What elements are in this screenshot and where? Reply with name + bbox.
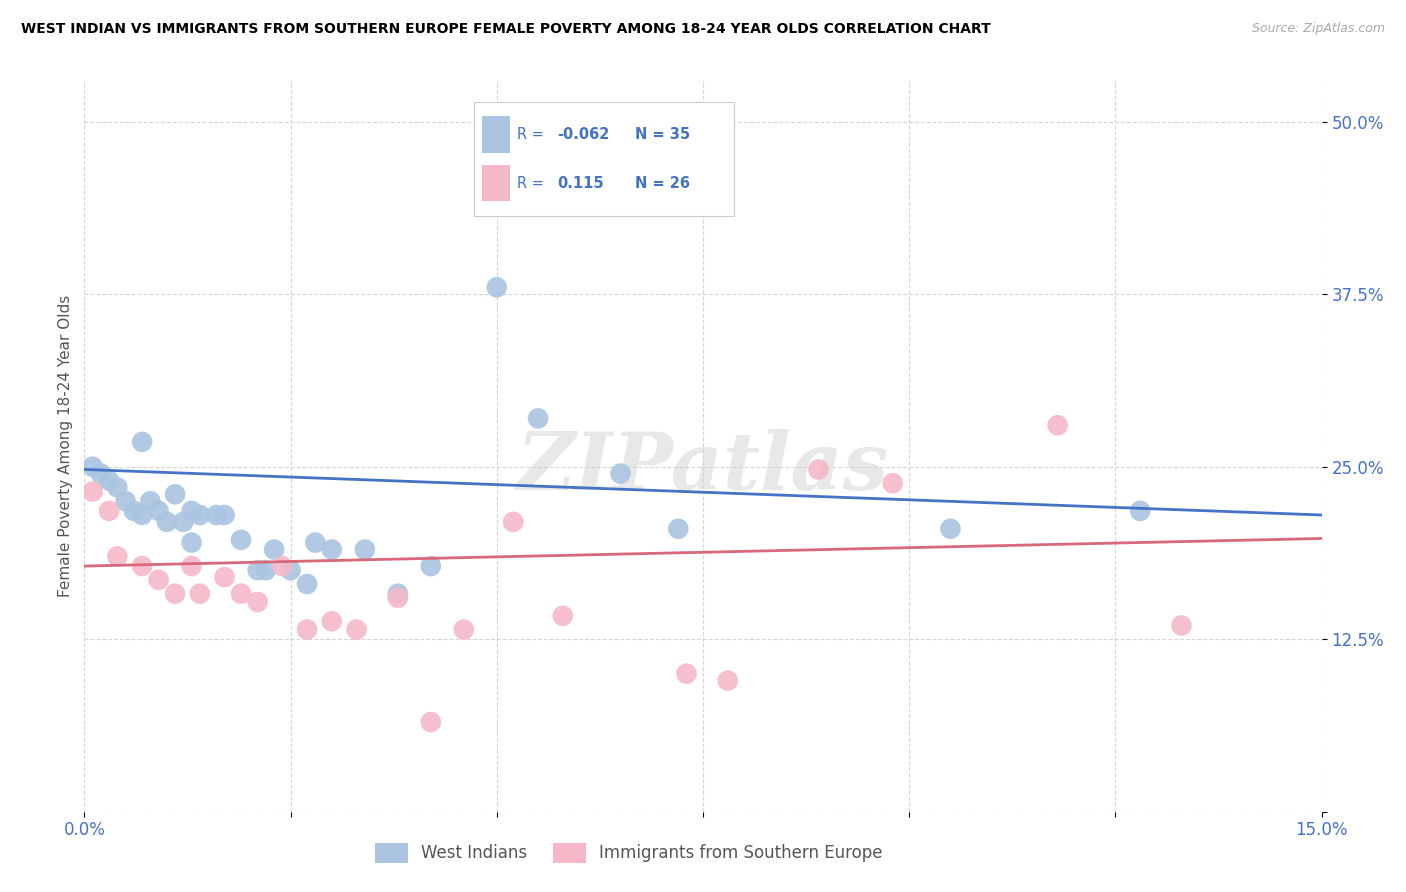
Point: [214, 508, 236, 522]
Point: [321, 542, 343, 557]
Text: WEST INDIAN VS IMMIGRANTS FROM SOUTHERN EUROPE FEMALE POVERTY AMONG 18-24 YEAR O: WEST INDIAN VS IMMIGRANTS FROM SOUTHERN …: [21, 22, 991, 37]
Y-axis label: Female Poverty Among 18-24 Year Olds: Female Poverty Among 18-24 Year Olds: [58, 295, 73, 597]
Point: [304, 535, 326, 549]
Point: [148, 573, 170, 587]
Point: [666, 522, 689, 536]
Point: [90, 467, 112, 481]
Point: [280, 563, 302, 577]
Point: [98, 504, 121, 518]
Point: [172, 515, 194, 529]
Point: [419, 559, 441, 574]
Point: [180, 535, 202, 549]
Point: [717, 673, 740, 688]
Point: [387, 587, 409, 601]
Point: [98, 474, 121, 488]
Point: [156, 515, 179, 529]
Point: [122, 504, 145, 518]
Point: [882, 476, 904, 491]
Point: [131, 434, 153, 449]
Point: [188, 508, 211, 522]
Point: [254, 563, 277, 577]
Point: [1046, 418, 1069, 433]
Point: [205, 508, 228, 522]
Point: [485, 280, 508, 294]
Point: [387, 591, 409, 605]
Point: [353, 542, 375, 557]
Point: [246, 563, 269, 577]
Point: [271, 559, 294, 574]
Point: [346, 623, 368, 637]
Point: [609, 467, 631, 481]
Point: [82, 459, 104, 474]
Point: [807, 462, 830, 476]
Point: [527, 411, 550, 425]
Point: [114, 494, 136, 508]
Point: [675, 666, 697, 681]
Point: [229, 533, 252, 547]
Point: [165, 587, 187, 601]
Legend: West Indians, Immigrants from Southern Europe: West Indians, Immigrants from Southern E…: [368, 837, 890, 869]
Point: [295, 577, 318, 591]
Point: [295, 623, 318, 637]
Point: [939, 522, 962, 536]
Point: [502, 515, 524, 529]
Point: [1170, 618, 1192, 632]
Point: [105, 480, 128, 494]
Point: [551, 608, 574, 623]
Point: [105, 549, 128, 564]
Point: [229, 587, 252, 601]
Point: [419, 714, 441, 729]
Point: [131, 559, 153, 574]
Point: [1129, 504, 1152, 518]
Point: [131, 508, 153, 522]
Text: Source: ZipAtlas.com: Source: ZipAtlas.com: [1251, 22, 1385, 36]
Point: [263, 542, 285, 557]
Point: [246, 595, 269, 609]
Point: [139, 494, 162, 508]
Point: [214, 570, 236, 584]
Point: [82, 484, 104, 499]
Point: [188, 587, 211, 601]
Point: [453, 623, 475, 637]
Point: [321, 614, 343, 628]
Text: ZIPatlas: ZIPatlas: [517, 429, 889, 507]
Point: [180, 504, 202, 518]
Point: [165, 487, 187, 501]
Point: [180, 559, 202, 574]
Point: [148, 504, 170, 518]
